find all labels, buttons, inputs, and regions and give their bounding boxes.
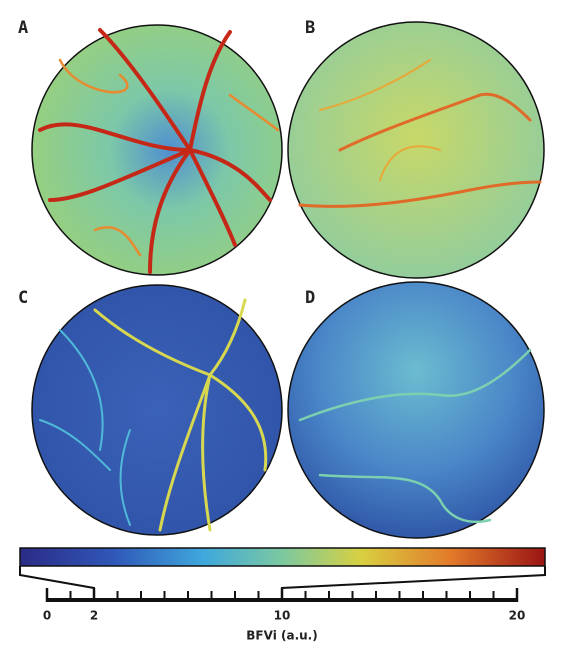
panel-label: A (18, 18, 28, 38)
tick-label: 10 (274, 609, 291, 623)
panel-label: D (305, 288, 315, 308)
panel-d-image (287, 281, 545, 539)
range-connector (19, 566, 95, 600)
panel-b-image (287, 21, 545, 279)
panel-a-image (31, 24, 283, 276)
panel-label: C (18, 288, 28, 308)
tick-label: 2 (90, 609, 98, 623)
panel-c-image (31, 284, 283, 536)
panel-label: B (305, 18, 315, 38)
colorbar (19, 547, 546, 567)
range-connector (281, 566, 546, 600)
tick-label: 20 (509, 609, 526, 623)
axis-label: BFVi (a.u.) (246, 629, 317, 643)
tick-label: 0 (43, 609, 51, 623)
